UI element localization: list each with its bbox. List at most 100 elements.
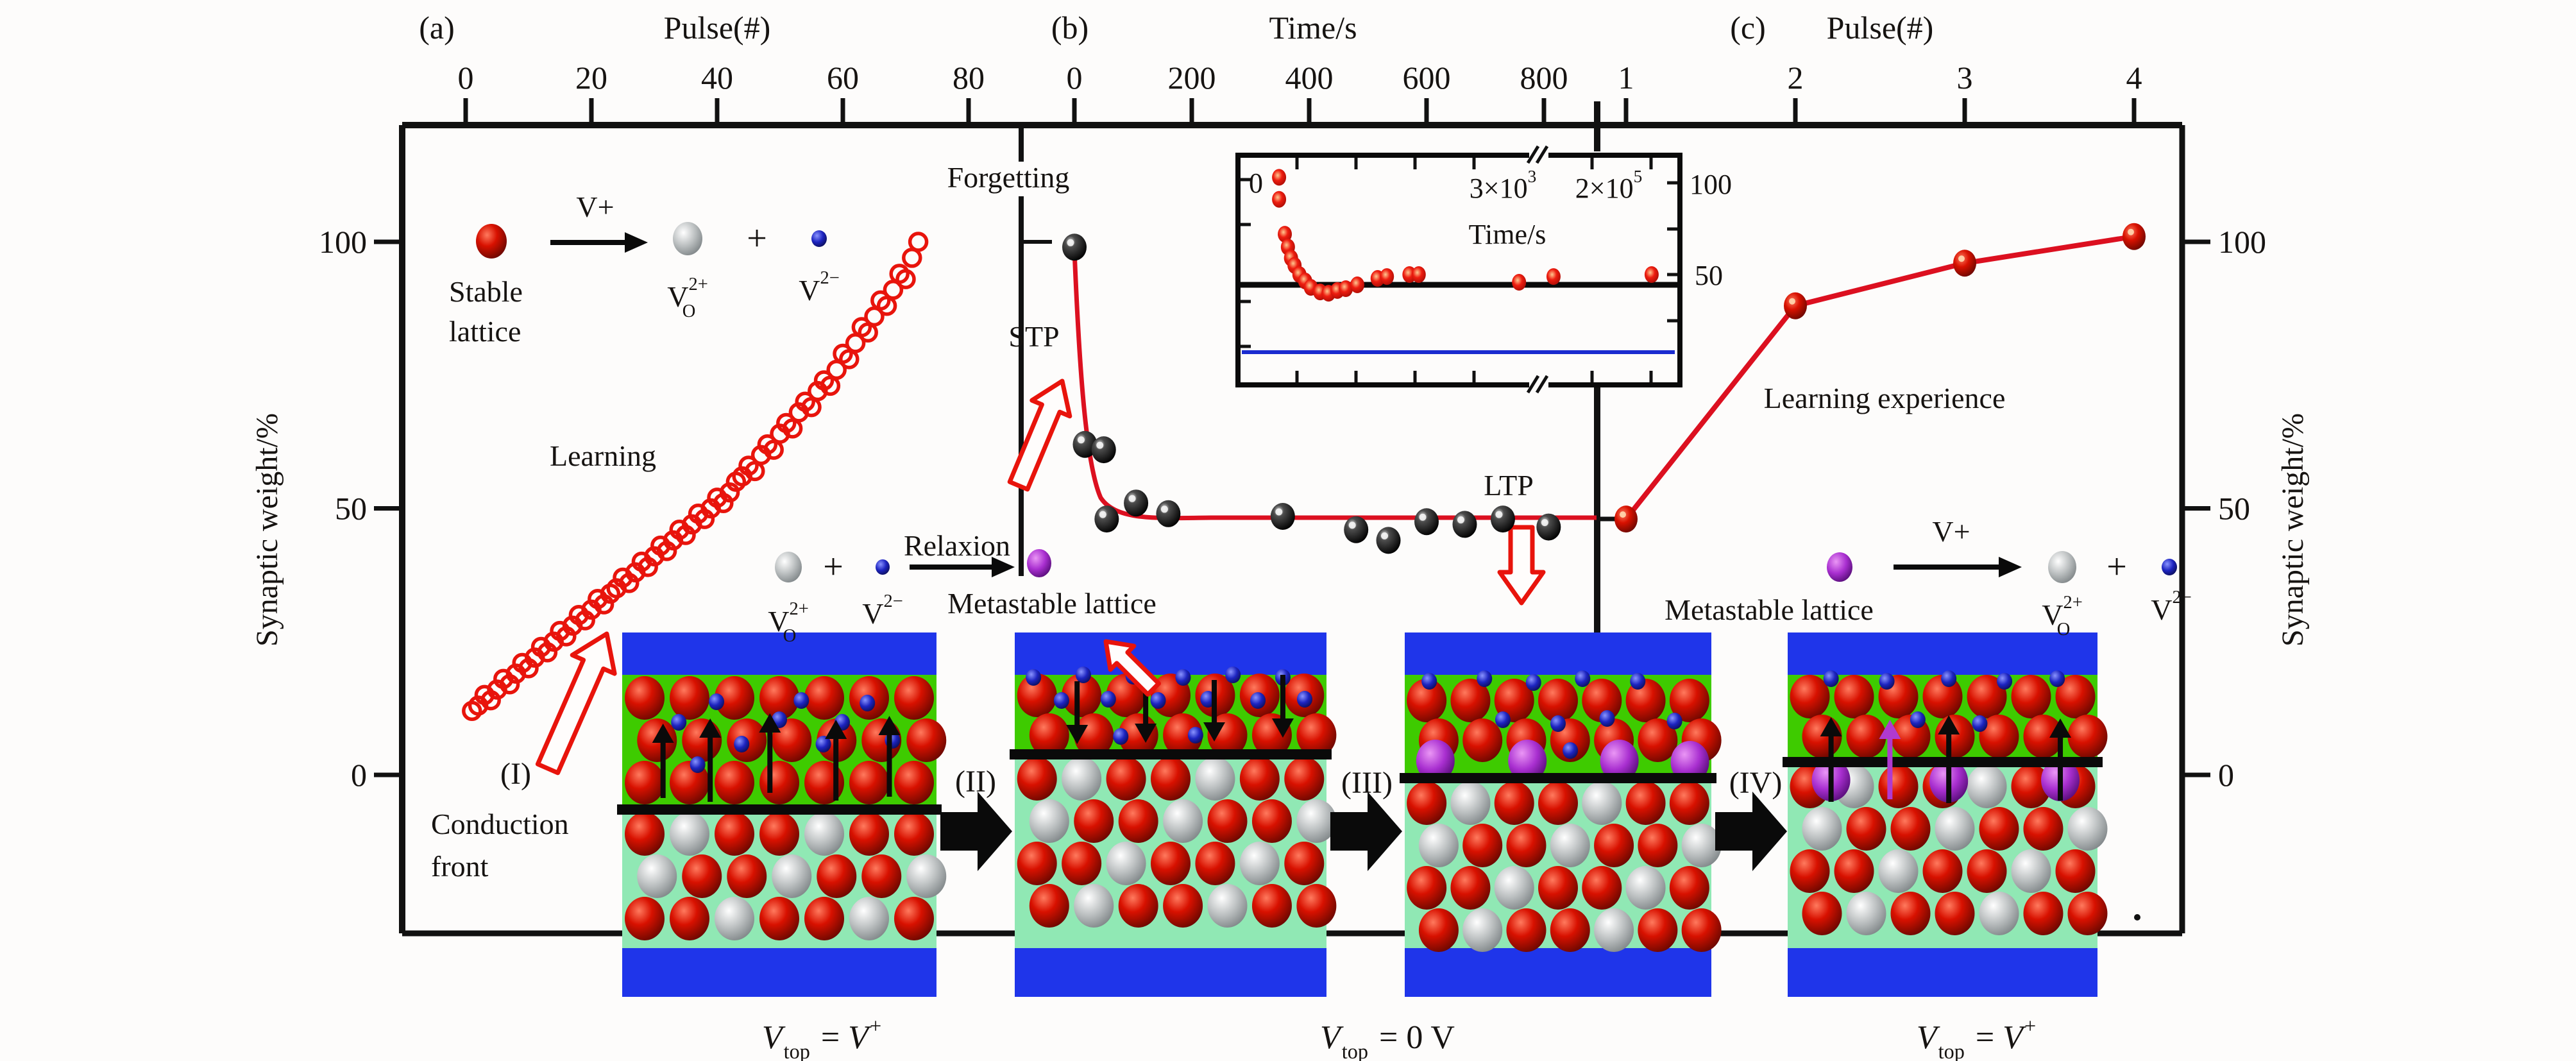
lattice-vacancy-sphere [1594, 908, 1634, 952]
learning-experience-point [1614, 505, 1638, 533]
lattice-oxygen-sphere [1239, 757, 1280, 801]
retention-data-point [1278, 226, 1292, 243]
lattice-oxygen-sphere [817, 854, 857, 898]
lattice-oxygen-ion-dot [1525, 674, 1541, 691]
lattice-oxygen-ion-dot [1495, 711, 1511, 728]
lattice-oxygen-sphere [625, 812, 665, 856]
lattice-oxygen-sphere [1029, 713, 1069, 757]
lattice-oxygen-sphere [1418, 908, 1459, 952]
lattice-oxygen-sphere [1846, 715, 1886, 758]
lattice-vacancy-sphere [1550, 824, 1590, 867]
lattice-oxygen-sphere [1296, 713, 1337, 757]
lattice-vacancy-sphere [1207, 884, 1248, 928]
lattice-oxygen-sphere [1251, 799, 1292, 843]
lattice-vacancy-sphere [849, 897, 889, 940]
lattice-oxygen-sphere [1151, 757, 1191, 801]
metastable-lattice-label-b: Metastable lattice [947, 587, 1157, 620]
stage-i-label: (I) [500, 757, 531, 791]
sphere-highlight [1099, 511, 1106, 518]
retention-data-point [1272, 191, 1287, 208]
x-axis-tick-label: 2 [1788, 60, 1804, 96]
x-axis-tick-label: 60 [827, 60, 859, 96]
oxygen-ion-sphere-icon [876, 559, 890, 575]
lattice-vacancy-sphere [1979, 892, 2019, 935]
black-sphere [1344, 516, 1369, 543]
sphere-highlight [1348, 522, 1356, 529]
stp-label: STP [1008, 320, 1059, 353]
lattice-oxygen-sphere [1284, 757, 1325, 801]
oxygen-ion-sphere-icon [2162, 559, 2177, 575]
lattice-oxygen-sphere [2055, 849, 2096, 893]
transition-arrow-head [978, 792, 1012, 871]
ion-migration-arrowhead [1066, 725, 1089, 744]
inset-axis-break-slash [1526, 375, 1540, 394]
lattice-oxygen-sphere [894, 761, 934, 804]
learning-label: Learning [550, 439, 656, 472]
conduction-front-label-1: Conduction [431, 808, 569, 840]
lattice-oxygen-sphere [1638, 824, 1678, 867]
lattice-oxygen-sphere [1462, 718, 1503, 762]
lattice-oxygen-sphere [894, 812, 934, 856]
lattice-oxygen-ion-dot [1113, 728, 1129, 745]
lattice-oxygen-sphere [715, 676, 754, 720]
forgetting-data-point [1091, 436, 1116, 464]
sphere-highlight [1457, 516, 1464, 523]
lattice-oxygen-sphere [670, 676, 709, 720]
lattice-oxygen-sphere [1922, 849, 1963, 893]
axis-c-title: Pulse(#) [1827, 10, 1934, 46]
conduction-front-arrow-icon [535, 631, 617, 776]
lattice-oxygen-ion-dot [690, 756, 706, 773]
lattice-oxygen-sphere [1846, 807, 1886, 851]
plus-sign-c: + [2106, 547, 2127, 587]
plus-sign-b: + [823, 547, 843, 587]
lattice-oxygen-sphere [759, 812, 799, 856]
oxygen-vacancy-sphere-icon [2048, 551, 2076, 583]
lattice-oxygen-sphere [1582, 679, 1622, 722]
lattice-oxygen-ion-dot [1421, 673, 1437, 690]
lattice-vacancy-sphere [1582, 781, 1622, 825]
lattice-oxygen-ion-dot [2049, 670, 2065, 687]
lattice-oxygen-sphere [894, 676, 934, 720]
top-electrode [622, 632, 936, 675]
lattice-oxygen-sphere [1890, 892, 1931, 935]
lattice-oxygen-sphere [1450, 866, 1491, 910]
retention-data-point [1644, 266, 1659, 283]
ion-migration-arrowhead [759, 713, 781, 733]
lattice-vacancy-sphere [1239, 842, 1280, 885]
sphere-highlight [1620, 511, 1626, 518]
lattice-oxygen-ion-dot [1941, 670, 1957, 687]
ion-migration-arrowhead [699, 718, 722, 738]
vtop-equals-0v-label: Vtop = 0 V [1320, 1019, 1455, 1061]
lattice-oxygen-ion-dot [734, 736, 750, 752]
red-sphere [1614, 505, 1638, 533]
lattice-oxygen-sphere [804, 897, 844, 940]
lattice-oxygen-sphere [1017, 674, 1057, 717]
lattice-oxygen-sphere [1834, 675, 1874, 718]
lattice-oxygen-sphere [894, 897, 934, 940]
x-axis-tick-label: 4 [2126, 60, 2142, 96]
reaction-arrowhead [625, 232, 648, 253]
lattice-oxygen-sphere [1878, 765, 1919, 808]
lattice-vacancy-sphere [670, 812, 709, 856]
black-sphere [1124, 489, 1149, 517]
lattice-oxygen-sphere [849, 812, 889, 856]
black-sphere [1414, 508, 1439, 536]
lattice-oxygen-sphere [1967, 675, 2007, 718]
lattice-oxygen-ion-dot [671, 714, 687, 731]
sphere-highlight [1419, 513, 1427, 521]
stage-transition-arrow [940, 792, 1012, 871]
lattice-oxygen-sphere [1935, 715, 1975, 758]
sphere-highlight [1381, 532, 1389, 539]
vo2p-label-a: V2+ O [667, 275, 708, 321]
learning-experience-point [1953, 250, 1976, 277]
retention-data-point [1411, 266, 1426, 283]
lattice-oxygen-ion-dot [1563, 742, 1579, 759]
lattice-oxygen-ion-dot [1296, 691, 1312, 708]
red-sphere [1953, 250, 1976, 277]
panel-c-letter: (c) [1730, 10, 1766, 46]
inset-axis-break-slash [1535, 375, 1549, 394]
metastable-lattice-sphere-icon [1027, 549, 1051, 577]
forgetting-data-point [1156, 500, 1181, 527]
lattice-oxygen-sphere [759, 676, 799, 720]
